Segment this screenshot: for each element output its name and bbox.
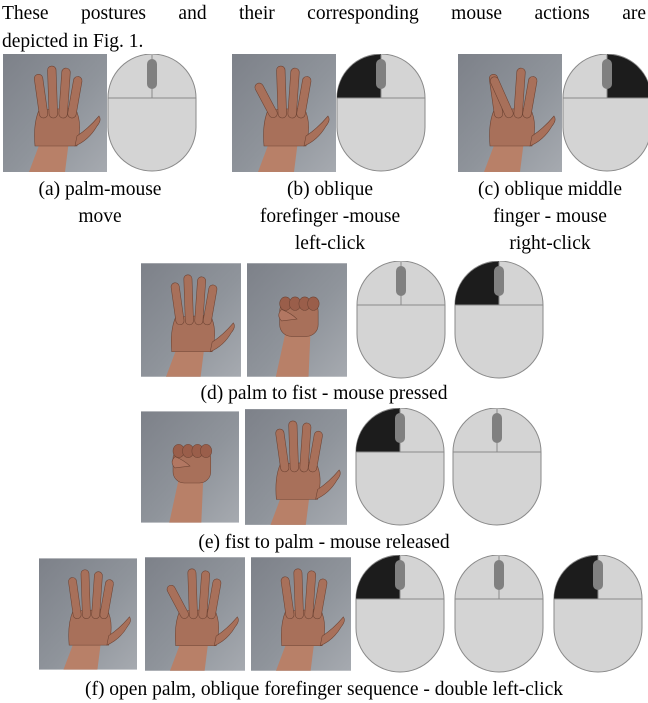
intro-line-2: depicted in Fig. 1. [2,31,144,52]
hand-photo-open-palm [39,558,137,670]
mouse-diagram-right-click [562,54,648,172]
left-button-pressed [455,261,499,305]
right-button-pressed [607,54,648,98]
left-button-pressed [356,408,400,452]
panel-d-images [141,261,544,379]
left-button-pressed [356,555,400,599]
mouse-body [452,408,542,526]
scroll-wheel [593,560,603,590]
hand-figure [484,67,556,172]
panel-b-images [232,54,426,172]
scroll-wheel [494,266,504,296]
mouse-diagram-no-click [452,408,542,526]
caption-f: (f) open palm, oblique forefinger sequen… [84,679,564,700]
scroll-wheel [494,560,504,590]
mouse-body [356,261,446,379]
hand-figure [169,444,212,523]
mouse-diagram-no-click [356,261,446,379]
hand-figure [29,65,101,172]
caption-c: (c) oblique middle finger - mouse right-… [477,179,623,254]
hand-figure [166,568,239,671]
panel-c-images [458,54,648,172]
left-button-pressed [554,555,598,599]
intro-line-1: These postures and their corresponding m… [2,3,646,24]
hand-photo-fist [247,263,347,377]
hand-photo-open-palm [251,557,351,671]
scroll-wheel [376,59,386,89]
mouse-diagram-left-click [553,555,643,673]
caption-d: (d) palm to fist - mouse pressed [200,383,448,404]
hand-photo-open-palm [245,409,347,525]
scroll-wheel [602,59,612,89]
scroll-wheel [395,413,405,443]
hand-figure [275,296,320,377]
hand-photo-open-palm [3,54,107,172]
hand-photo-oblique-forefinger [232,54,336,172]
caption-a: (a) palm-mouse move [38,179,162,227]
hand-figure [270,420,341,525]
scroll-wheel [395,560,405,590]
left-button-pressed [337,54,381,98]
intro-paragraph: These postures and their corresponding m… [2,0,646,56]
hand-photo-fist [141,411,239,523]
hand-figure [254,65,330,172]
panel-e-images [141,408,542,526]
panel-a-images [3,54,197,172]
hand-figure [276,568,345,671]
mouse-diagram-left-click [454,261,544,379]
hand-photo-oblique-forefinger [145,557,245,671]
panel-f-images [39,555,643,673]
mouse-body [454,555,544,673]
hand-figure [63,569,131,670]
mouse-diagram-left-click [336,54,426,172]
mouse-diagram-no-click [454,555,544,673]
mouse-body [107,54,197,172]
scroll-wheel [492,413,502,443]
caption-e: (e) fist to palm - mouse released [198,532,450,553]
hand-photo-oblique-middle-finger [458,54,562,172]
hand-figure [166,274,235,377]
caption-b: (b) oblique forefinger -mouse left-click [259,179,401,254]
scroll-wheel [147,59,157,89]
hand-photo-open-palm [141,263,241,377]
mouse-diagram-no-click [107,54,197,172]
mouse-diagram-left-click [355,555,445,673]
mouse-diagram-left-click [355,408,445,526]
scroll-wheel [396,266,406,296]
